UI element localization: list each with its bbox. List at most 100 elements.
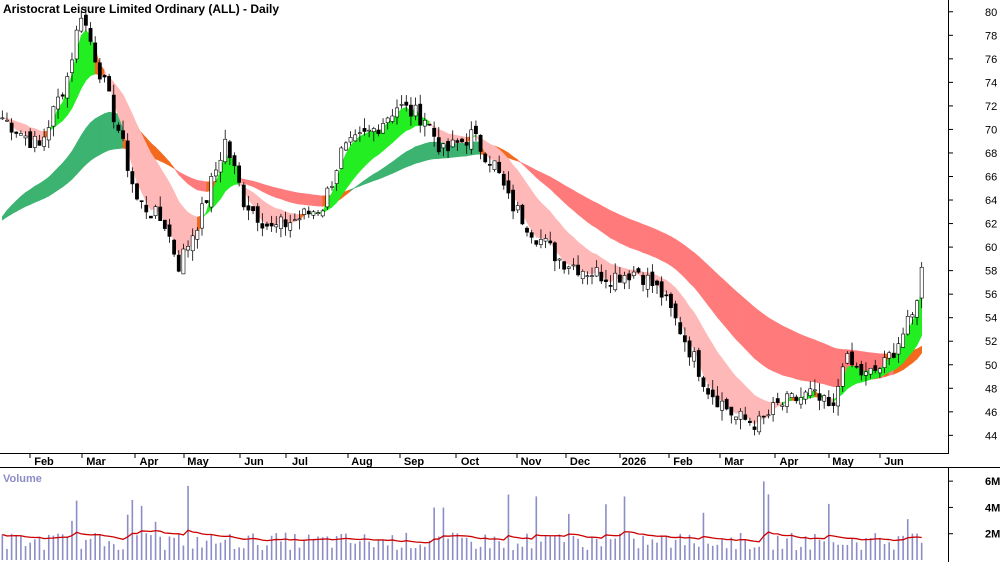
time-tick-label: Mar bbox=[724, 456, 744, 468]
time-tick-label: May bbox=[832, 456, 854, 468]
short-term-band-segment bbox=[749, 389, 755, 426]
candle-body bbox=[385, 117, 390, 124]
volume-axis-ticks: 2M 4M 6M bbox=[948, 476, 1000, 541]
candle-body bbox=[135, 183, 139, 200]
long-term-band-segment bbox=[25, 189, 31, 207]
candle-body bbox=[539, 239, 543, 245]
short-term-band-segment bbox=[888, 357, 895, 373]
price-tick-label: 78 bbox=[985, 30, 997, 42]
candle-body bbox=[28, 131, 33, 148]
time-tick-label: Sep bbox=[404, 456, 424, 468]
long-term-band-segment bbox=[614, 212, 621, 244]
candle-body bbox=[580, 271, 585, 280]
candle-body bbox=[613, 272, 618, 291]
candle-body bbox=[102, 75, 107, 78]
short-term-band-segment bbox=[707, 335, 714, 392]
candle-body bbox=[845, 353, 850, 364]
long-term-band-segment bbox=[712, 268, 718, 319]
candle-body bbox=[919, 266, 924, 299]
candle-body bbox=[515, 205, 520, 211]
long-term-band-segment bbox=[577, 192, 584, 219]
short-term-band-segment bbox=[15, 121, 22, 132]
candle-body bbox=[218, 159, 223, 173]
candle-body bbox=[877, 368, 882, 374]
long-term-band-segment bbox=[772, 319, 779, 374]
candle-body bbox=[200, 203, 204, 229]
candle-body bbox=[752, 426, 757, 430]
short-term-band-segment bbox=[587, 248, 593, 275]
long-term-band-segment bbox=[313, 194, 319, 207]
long-term-band-segment bbox=[689, 248, 695, 288]
short-term-band-segment bbox=[178, 200, 184, 258]
candle-body bbox=[288, 222, 293, 231]
long-term-band-segment bbox=[587, 197, 593, 226]
long-term-band-segment bbox=[610, 210, 616, 241]
long-term-band-segment bbox=[661, 231, 667, 264]
candle-body bbox=[181, 248, 186, 275]
candle-body bbox=[381, 123, 385, 134]
candle-body bbox=[636, 268, 641, 273]
candle-body bbox=[297, 218, 302, 221]
long-term-band-segment bbox=[80, 127, 87, 170]
candle-body bbox=[251, 206, 255, 212]
candle-body bbox=[659, 281, 664, 298]
long-term-band-segment bbox=[791, 329, 797, 380]
candle-body bbox=[812, 389, 817, 392]
candle-body bbox=[130, 171, 135, 185]
candle-body bbox=[441, 143, 446, 149]
candle-body bbox=[158, 206, 163, 221]
long-term-band-segment bbox=[415, 144, 421, 164]
long-term-band-segment bbox=[401, 151, 407, 170]
time-tick-label: May bbox=[187, 456, 209, 468]
long-term-band-segment bbox=[819, 341, 825, 385]
candle-body bbox=[896, 343, 901, 355]
long-term-band-segment bbox=[429, 141, 435, 160]
long-term-band-segment bbox=[744, 298, 751, 355]
candle-body bbox=[46, 127, 51, 141]
candle-body bbox=[501, 173, 506, 186]
long-term-band-segment bbox=[94, 115, 101, 158]
candle-body bbox=[190, 235, 195, 252]
long-term-band-segment bbox=[800, 334, 806, 382]
candle-body bbox=[529, 232, 534, 238]
candle-body bbox=[571, 264, 576, 267]
candle-body bbox=[334, 170, 339, 184]
candle-body bbox=[915, 300, 919, 318]
candle-body bbox=[139, 200, 144, 202]
candle-body bbox=[715, 395, 720, 408]
candle-body bbox=[557, 258, 562, 261]
time-tick-label: Aug bbox=[351, 456, 372, 468]
candle-body bbox=[214, 169, 218, 177]
long-term-band-segment bbox=[266, 185, 272, 197]
time-tick-label: 2026 bbox=[622, 456, 646, 468]
candle-body bbox=[534, 240, 539, 245]
candle-body bbox=[469, 129, 474, 150]
long-term-band-segment bbox=[638, 221, 644, 254]
price-tick-label: 76 bbox=[985, 54, 997, 66]
moving-average-bands bbox=[2, 29, 922, 426]
candle-body bbox=[88, 28, 93, 42]
long-term-band-segment bbox=[652, 227, 658, 259]
candle-body bbox=[97, 62, 102, 80]
time-tick-label: Apr bbox=[780, 456, 800, 468]
long-term-band-segment bbox=[642, 224, 649, 255]
long-term-band-segment bbox=[777, 322, 783, 376]
long-term-band-segment bbox=[201, 180, 207, 192]
long-term-band-segment bbox=[405, 149, 412, 168]
short-term-band-segment bbox=[350, 139, 356, 184]
candle-body bbox=[418, 103, 423, 126]
candle-body bbox=[209, 176, 214, 208]
candle-body bbox=[831, 402, 836, 406]
candle-body bbox=[279, 216, 283, 229]
short-term-band-segment bbox=[605, 260, 611, 283]
candle-body bbox=[260, 223, 265, 229]
candle-body bbox=[255, 206, 260, 223]
short-term-band-segment bbox=[563, 227, 570, 265]
long-term-band-segment bbox=[707, 264, 714, 312]
candle-body bbox=[404, 101, 409, 106]
long-term-band-segment bbox=[303, 193, 310, 206]
candle-body bbox=[780, 404, 785, 407]
long-term-band-segment bbox=[424, 142, 430, 162]
short-term-band-segment bbox=[568, 232, 574, 266]
price-tick-label: 72 bbox=[985, 101, 997, 113]
